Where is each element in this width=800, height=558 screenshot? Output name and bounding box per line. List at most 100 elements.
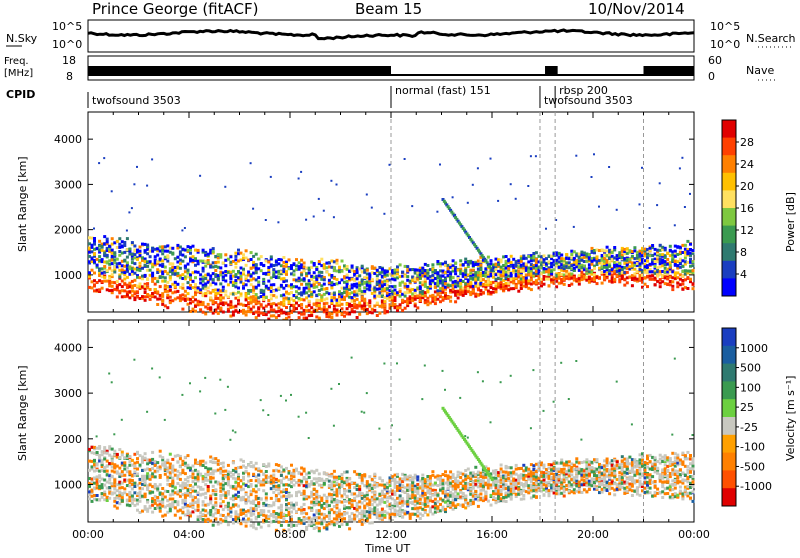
data-cell — [596, 282, 599, 285]
data-cell — [255, 527, 258, 530]
data-cell — [565, 265, 568, 268]
data-cell — [295, 469, 298, 472]
data-cell — [318, 198, 320, 200]
data-cell — [424, 301, 427, 304]
data-cell — [234, 515, 237, 518]
data-cell — [692, 287, 695, 290]
data-cell — [260, 303, 263, 306]
data-cell — [202, 287, 205, 290]
data-cell — [285, 488, 288, 491]
data-cell — [141, 275, 144, 278]
data-cell — [313, 527, 316, 530]
data-cell — [146, 411, 148, 413]
y-tick-label: 1000 — [54, 269, 82, 282]
data-cell — [146, 252, 149, 255]
data-cell — [234, 282, 237, 285]
data-cell — [126, 276, 129, 279]
data-cell — [343, 291, 346, 294]
data-cell — [245, 493, 248, 496]
data-cell — [187, 464, 190, 467]
data-cell — [262, 278, 265, 281]
data-cell — [313, 276, 316, 279]
y-tick-label: 4000 — [54, 133, 82, 146]
data-cell — [151, 458, 154, 461]
data-cell — [598, 277, 601, 280]
data-cell — [295, 258, 298, 261]
data-cell — [646, 253, 649, 256]
data-cell — [449, 300, 452, 303]
data-cell — [151, 491, 154, 494]
data-cell — [133, 253, 136, 256]
data-cell — [93, 470, 96, 473]
data-cell — [161, 303, 164, 306]
data-cell — [227, 296, 230, 299]
data-cell — [250, 251, 253, 254]
data-cell — [295, 285, 298, 288]
data-cell — [237, 249, 240, 252]
data-cell — [548, 278, 551, 281]
data-cell — [313, 264, 316, 267]
data-cell — [103, 276, 106, 279]
data-cell — [563, 283, 566, 286]
data-cell — [313, 493, 316, 496]
data-cell — [194, 490, 197, 493]
data-cell — [224, 186, 226, 188]
data-cell — [159, 376, 161, 378]
data-cell — [133, 256, 136, 259]
colorbar-swatch — [722, 278, 736, 296]
data-cell — [111, 281, 114, 284]
data-cell — [151, 472, 154, 475]
data-cell — [224, 517, 227, 520]
data-cell — [363, 286, 366, 289]
data-cell — [202, 267, 205, 270]
data-cell — [103, 491, 106, 494]
data-cell — [404, 158, 406, 160]
data-cell — [666, 263, 669, 266]
data-cell — [93, 279, 96, 282]
data-cell — [96, 264, 99, 267]
data-cell — [187, 281, 190, 284]
data-cell — [224, 259, 227, 262]
data-cell — [305, 219, 307, 221]
data-cell — [166, 479, 169, 482]
data-cell — [181, 229, 183, 231]
data-cell — [336, 262, 339, 265]
data-cell — [184, 478, 187, 481]
data-cell — [174, 298, 177, 301]
data-cell — [626, 252, 629, 255]
data-cell — [209, 480, 212, 483]
data-cell — [174, 491, 177, 494]
data-cell — [325, 297, 328, 300]
data-cell — [232, 473, 235, 476]
nsky-label: N.Sky — [6, 32, 38, 45]
data-cell — [108, 478, 111, 481]
data-cell — [497, 263, 500, 266]
data-cell — [315, 469, 318, 472]
data-cell — [444, 271, 447, 274]
data-cell — [204, 377, 206, 379]
data-cell — [454, 272, 457, 275]
data-cell — [308, 272, 311, 275]
data-cell — [116, 240, 119, 243]
data-cell — [252, 261, 255, 264]
data-cell — [133, 498, 136, 501]
data-cell — [444, 282, 447, 285]
data-cell — [318, 509, 321, 512]
data-cell — [146, 244, 149, 247]
data-cell — [252, 272, 255, 275]
nsky-tick-top: 10^5 — [52, 20, 82, 33]
data-cell — [636, 254, 639, 257]
data-cell — [133, 359, 135, 361]
data-cell — [171, 498, 174, 501]
data-cell — [151, 247, 154, 250]
data-cell — [123, 283, 126, 286]
data-cell — [217, 261, 220, 264]
colorbar-tick-label: 8 — [740, 246, 747, 259]
data-cell — [666, 283, 669, 286]
data-cell — [93, 446, 96, 449]
data-cell — [277, 498, 280, 501]
data-cell — [439, 164, 441, 166]
data-cell — [101, 483, 104, 486]
data-cell — [313, 497, 316, 500]
data-cell — [179, 457, 182, 460]
